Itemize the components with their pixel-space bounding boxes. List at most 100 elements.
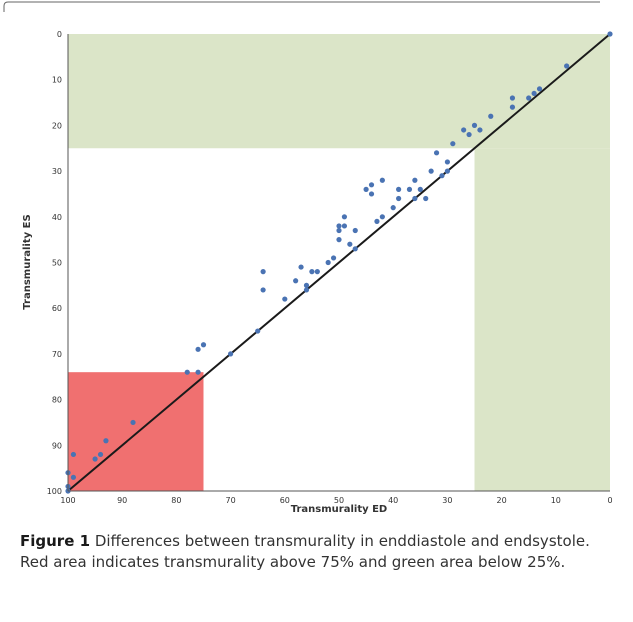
region-1 [68,34,610,149]
data-point-64 [564,63,570,69]
data-point-65 [607,31,613,37]
data-point-47 [423,195,429,202]
data-point-18 [293,278,299,284]
data-point-53 [450,141,456,147]
data-point-9 [184,369,190,375]
data-point-16 [260,287,266,293]
y-tick-label-8: 80 [52,396,62,405]
data-point-17 [282,296,288,302]
y-tick-label-1: 10 [52,76,62,85]
data-point-32 [352,246,358,252]
data-point-44 [412,195,418,202]
data-point-35 [368,182,375,188]
x-tick-label-6: 40 [388,496,398,505]
data-point-50 [439,173,445,179]
data-point-59 [509,95,516,101]
data-point-4 [70,451,77,458]
data-point-62 [531,90,537,97]
data-point-29 [341,214,348,220]
data-point-40 [390,205,396,211]
data-point-55 [466,131,472,138]
data-point-60 [509,104,516,110]
data-point-33 [352,227,358,234]
data-point-48 [428,168,434,174]
axes [67,34,610,492]
y-tick-label-2: 20 [52,121,62,130]
y-tick-label-9: 90 [52,441,62,450]
data-point-58 [488,113,494,119]
data-point-43 [406,186,413,192]
data-point-54 [461,127,467,133]
data-point-7 [103,438,109,444]
x-tick-label-3: 70 [226,496,236,505]
data-point-52 [444,168,450,174]
data-point-30 [341,223,348,229]
data-point-45 [412,177,418,183]
data-point-21 [303,287,310,293]
x-tick-label-8: 20 [497,496,507,505]
data-point-49 [433,150,440,156]
x-tick-label-5: 50 [334,496,344,505]
x-tick-label-2: 80 [171,496,181,505]
data-point-61 [526,95,532,101]
data-point-20 [303,282,310,288]
data-point-12 [200,342,207,348]
data-point-11 [195,346,201,352]
data-point-5 [92,456,98,462]
data-points [65,31,613,494]
y-tick-label-0: 0 [57,30,62,39]
data-point-46 [417,186,423,192]
data-point-57 [477,127,483,133]
figure-frame-line [3,1,600,12]
identity-line-group [67,33,611,492]
y-tick-label-3: 30 [52,167,62,176]
x-tick-label-9: 10 [551,496,561,505]
regions [68,34,610,491]
data-point-51 [444,159,450,165]
x-tick-labels: 100 90 80 70 60 50 40 30 20 10 0 [60,496,612,505]
y-tick-label-4: 40 [52,213,62,222]
data-point-2 [70,474,77,480]
data-point-6 [97,451,104,458]
data-point-19 [298,264,304,270]
data-point-15 [260,269,266,275]
data-point-38 [379,177,385,183]
data-point-42 [396,195,402,202]
scatter-chart: 100 90 80 70 60 50 40 30 20 10 0 01020304050607080… [22,30,613,515]
region-2 [474,148,610,491]
data-point-56 [471,122,478,128]
y-tick-label-10: 100 [47,487,62,496]
y-tick-label-7: 70 [52,350,62,359]
caption-label: Figure 1 [20,532,91,550]
identity-line [67,33,611,492]
x-tick-label-4: 60 [280,496,290,505]
data-point-27 [336,227,342,234]
data-point-14 [255,328,261,334]
data-point-39 [379,214,385,220]
y-axis-title: Transmurality ES [22,214,33,309]
caption-text: Differences between transmurality in end… [20,532,590,571]
data-point-23 [314,269,320,275]
data-point-41 [396,186,402,192]
data-point-31 [347,241,353,247]
data-point-34 [363,186,369,192]
data-point-22 [309,269,315,275]
data-point-63 [536,86,543,92]
data-point-25 [330,255,337,261]
data-point-8 [130,419,136,426]
data-point-36 [368,191,375,197]
data-point-26 [336,223,342,229]
data-point-24 [325,259,331,266]
x-tick-label-1: 90 [117,496,127,505]
x-tick-label-10: 0 [607,496,612,505]
y-tick-label-6: 60 [52,304,62,313]
data-point-28 [336,237,342,243]
y-tick-label-5: 50 [52,259,62,268]
x-tick-label-7: 30 [442,496,452,505]
x-axis-title: Transmurality ED [291,504,387,515]
figure-caption: Figure 1 Differences between transmurali… [20,531,620,573]
x-tick-label-0: 100 [60,496,75,505]
data-point-13 [228,351,234,357]
data-point-37 [374,218,380,224]
